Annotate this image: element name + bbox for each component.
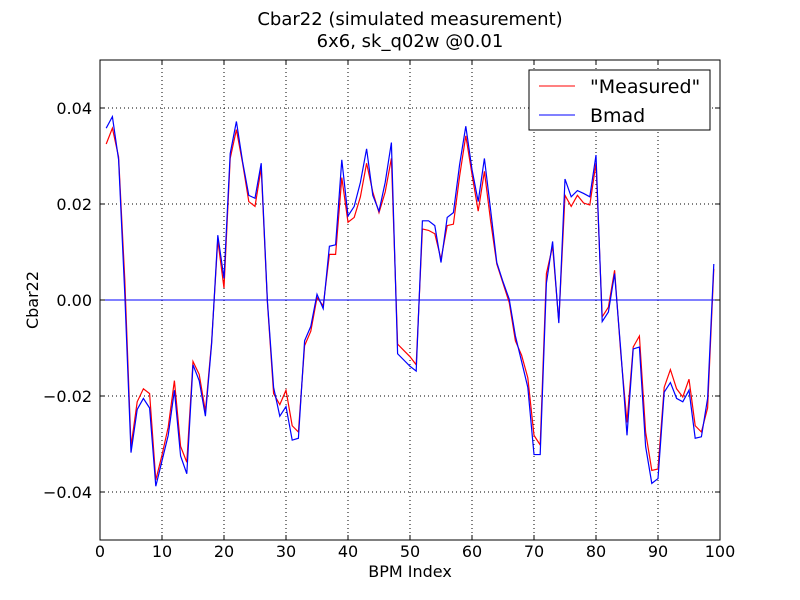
x-tick-label: 100 (705, 542, 736, 561)
y-tick-label: 0.04 (56, 99, 92, 118)
x-tick-label: 40 (338, 542, 358, 561)
x-axis-label: BPM Index (368, 562, 452, 581)
y-tick-label: 0.00 (56, 291, 92, 310)
chart-title: Cbar22 (simulated measurement) (257, 9, 563, 30)
x-tick-label: 30 (276, 542, 296, 561)
x-tick-labels: 0 10 20 30 40 50 60 70 80 90 100 (95, 542, 735, 561)
x-tick-label: 10 (152, 542, 172, 561)
y-tick-label: −0.02 (43, 387, 92, 406)
series-layer (100, 114, 720, 487)
series-line-bmad (105, 114, 715, 487)
legend-label-bmad: Bmad (590, 105, 645, 127)
chart-subtitle: 6x6, sk_q02w @0.01 (316, 31, 504, 52)
legend-label-measured: "Measured" (590, 76, 700, 98)
x-tick-label: 90 (648, 542, 668, 561)
tick-marks (99, 60, 721, 540)
x-tick-label: 50 (400, 542, 420, 561)
x-tick-label: 20 (214, 542, 234, 561)
y-tick-label: −0.04 (43, 483, 92, 502)
x-tick-label: 80 (586, 542, 606, 561)
y-axis-label: Cbar22 (23, 271, 42, 329)
y-tick-label: 0.02 (56, 195, 92, 214)
legend-box (528, 69, 711, 131)
x-tick-label: 0 (95, 542, 105, 561)
y-tick-labels: −0.04 −0.02 0.00 0.02 0.04 (43, 99, 92, 502)
legend: "Measured" Bmad (528, 69, 711, 131)
x-tick-label: 60 (462, 542, 482, 561)
x-tick-label: 70 (524, 542, 544, 561)
